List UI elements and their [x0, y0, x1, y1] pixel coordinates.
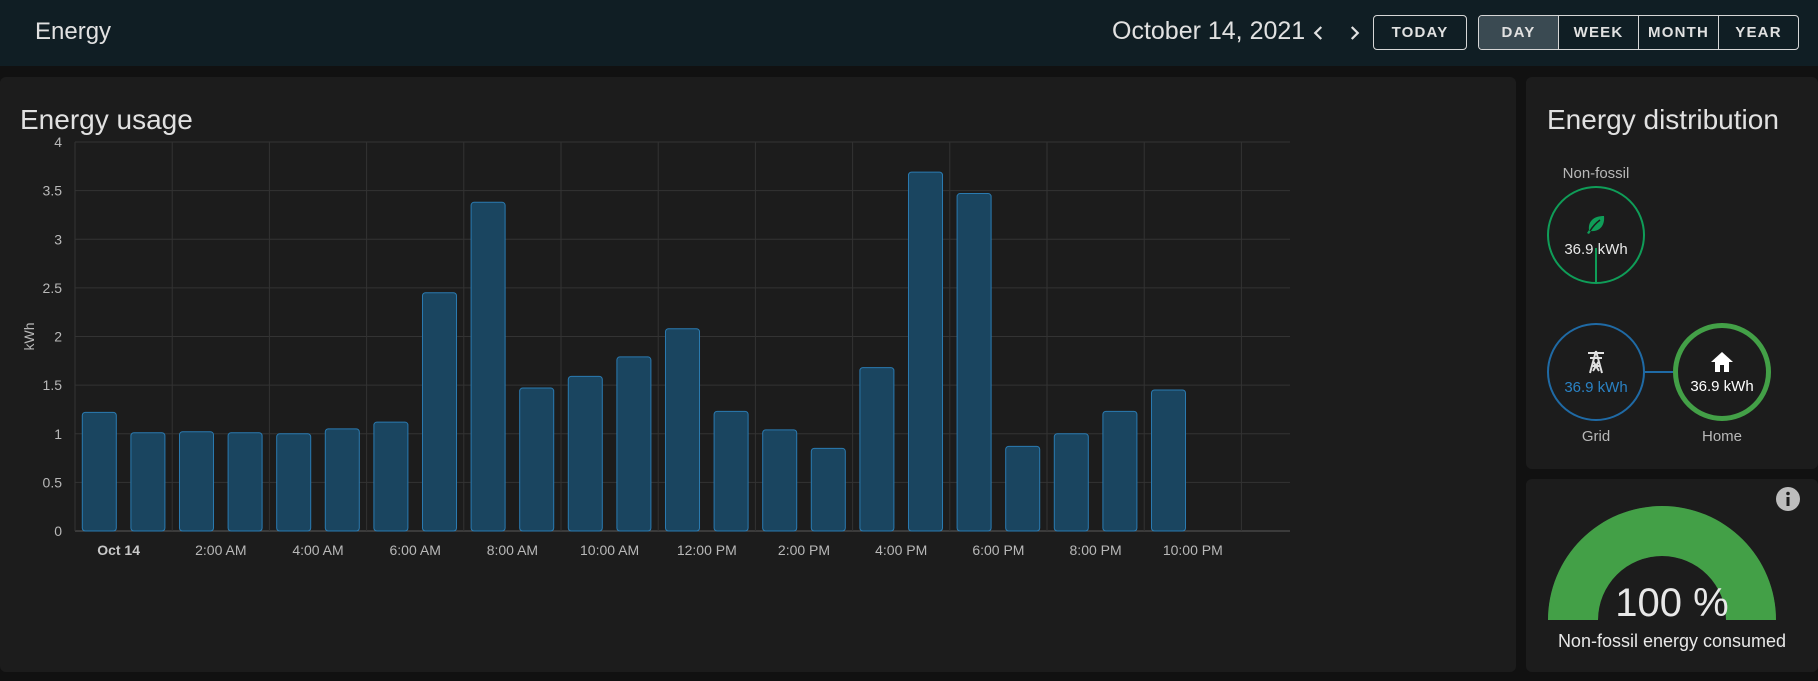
usage-bar	[421, 292, 458, 532]
usage-bar	[713, 410, 749, 532]
energy-usage-title: Energy usage	[20, 104, 193, 135]
y-tick-label: 1	[54, 426, 62, 442]
usage-bar	[1150, 389, 1187, 532]
energy-usage-card: Energy usage 0 0.5 1 1.5 2 2.5 3 3.5 4 kWh Oct 14 2…	[0, 77, 1516, 672]
non-fossil-gauge-card: 100 % Non-fossil energy consumed	[1526, 479, 1818, 672]
non-fossil-label: Non-fossil	[1562, 165, 1630, 182]
x-tick-label: Oct 14	[97, 542, 140, 558]
x-tick-label: 2:00 AM	[195, 542, 246, 558]
y-tick-label: 0.5	[43, 474, 63, 490]
non-fossil-node[interactable]: 36.9 kWh	[1547, 186, 1645, 284]
top-app-bar: Energy October 14, 2021 TODAY DAY WEEK M…	[0, 0, 1818, 66]
x-tick-label: 8:00 AM	[487, 542, 538, 558]
home-value: 36.9 kWh	[1690, 377, 1754, 395]
y-tick-label: 2	[54, 329, 62, 345]
energy-distribution-title: Energy distribution	[1547, 104, 1779, 135]
usage-bar	[227, 432, 263, 532]
x-tick-label: 8:00 PM	[1070, 542, 1122, 558]
period-year-button[interactable]: YEAR	[1718, 16, 1798, 49]
x-tick-label: 10:00 AM	[580, 542, 639, 558]
home-node[interactable]: 36.9 kWh	[1673, 323, 1771, 421]
usage-bar	[664, 328, 701, 532]
home-label: Home	[1701, 428, 1742, 445]
x-tick-label: 2:00 PM	[778, 542, 830, 558]
leaf-icon	[1587, 215, 1605, 234]
usage-bar	[324, 428, 360, 532]
usage-bar	[859, 367, 895, 532]
usage-bar	[519, 387, 555, 532]
y-tick-label: 1.5	[43, 377, 63, 393]
usage-bar	[762, 429, 798, 532]
usage-bar	[1005, 445, 1041, 532]
y-tick-label: 0	[54, 523, 62, 539]
period-week-button[interactable]: WEEK	[1558, 16, 1638, 49]
transmission-tower-icon	[1588, 350, 1604, 373]
period-month-button[interactable]: MONTH	[1638, 16, 1718, 49]
usage-bar	[178, 431, 215, 532]
usage-bar	[81, 411, 117, 532]
x-tick-label: 4:00 AM	[292, 542, 343, 558]
usage-bar	[567, 375, 603, 532]
usage-bar	[373, 421, 409, 532]
usage-bar	[1102, 410, 1138, 532]
page-title: Energy	[35, 18, 112, 45]
x-tick-label: 6:00 AM	[390, 542, 441, 558]
y-axis-label: kWh	[21, 323, 37, 351]
gauge-fill	[1548, 506, 1776, 620]
grid-label: Grid	[1581, 428, 1611, 445]
y-tick-label: 3.5	[43, 183, 63, 199]
y-tick-label: 2.5	[43, 280, 63, 296]
next-period-button[interactable]	[1339, 18, 1369, 48]
chevron-right-icon	[1350, 26, 1360, 40]
usage-bar	[1053, 433, 1089, 532]
usage-bar	[276, 433, 312, 532]
x-tick-label: 4:00 PM	[875, 542, 927, 558]
energy-distribution-card: Energy distribution Non-fossil 36.9 kWh …	[1526, 77, 1818, 469]
energy-usage-chart[interactable]: 0 0.5 1 1.5 2 2.5 3 3.5 4 kWh Oct 14 2:00 AM 4:00 AM…	[0, 77, 1516, 672]
usage-bar	[956, 193, 992, 532]
grid-value: 36.9 kWh	[1564, 378, 1628, 396]
period-day-button[interactable]: DAY	[1479, 16, 1558, 49]
grid-node[interactable]: 36.9 kWh	[1547, 323, 1645, 421]
usage-bar	[810, 447, 846, 532]
gauge-arc	[1548, 506, 1776, 620]
usage-bar	[616, 356, 652, 532]
gauge-value: 100 %	[1615, 581, 1729, 625]
today-button[interactable]: TODAY	[1373, 15, 1467, 50]
y-tick-label: 3	[54, 231, 62, 247]
chevron-left-icon	[1313, 26, 1323, 40]
home-icon	[1711, 351, 1733, 372]
info-icon[interactable]	[1775, 486, 1801, 512]
usage-bar	[130, 432, 166, 532]
current-date: October 14, 2021	[1112, 17, 1306, 45]
usage-bar	[907, 171, 944, 532]
x-tick-label: 10:00 PM	[1163, 542, 1223, 558]
x-tick-label: 12:00 PM	[677, 542, 737, 558]
gauge-label: Non-fossil energy consumed	[1557, 631, 1787, 651]
x-tick-label: 6:00 PM	[972, 542, 1024, 558]
previous-period-button[interactable]	[1304, 18, 1334, 48]
period-selector: DAY WEEK MONTH YEAR	[1478, 15, 1799, 50]
non-fossil-value: 36.9 kWh	[1564, 240, 1628, 258]
usage-bar	[470, 201, 506, 532]
y-tick-label: 4	[54, 134, 62, 150]
